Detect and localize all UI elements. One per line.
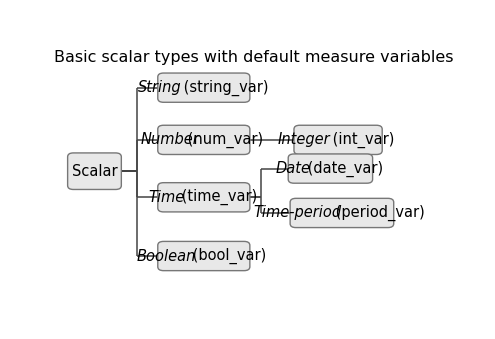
FancyBboxPatch shape [158, 73, 250, 102]
Text: Time-period: Time-period [254, 205, 342, 220]
FancyBboxPatch shape [68, 153, 121, 190]
FancyBboxPatch shape [288, 154, 373, 183]
FancyBboxPatch shape [158, 125, 250, 155]
Text: (string_var): (string_var) [179, 80, 268, 96]
Text: Time: Time [148, 190, 185, 205]
Text: Basic scalar types with default measure variables: Basic scalar types with default measure … [54, 50, 453, 65]
FancyBboxPatch shape [158, 241, 250, 271]
Text: Boolean: Boolean [137, 248, 196, 263]
FancyBboxPatch shape [158, 183, 250, 212]
Text: (date_var): (date_var) [303, 160, 384, 177]
Text: (bool_var): (bool_var) [188, 248, 266, 264]
Text: (int_var): (int_var) [328, 132, 394, 148]
Text: (time_var): (time_var) [177, 189, 257, 205]
Text: (num_var): (num_var) [184, 132, 263, 148]
FancyBboxPatch shape [294, 125, 382, 155]
Text: (period_var): (period_var) [331, 205, 425, 221]
Text: Number: Number [141, 132, 199, 147]
Text: Integer: Integer [278, 132, 331, 147]
FancyBboxPatch shape [290, 198, 394, 227]
Text: Scalar: Scalar [72, 164, 117, 179]
Text: String: String [138, 80, 182, 95]
Text: Date: Date [276, 161, 311, 176]
